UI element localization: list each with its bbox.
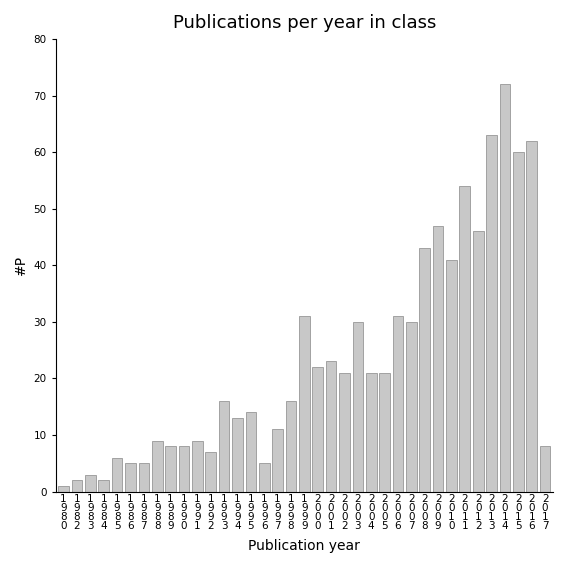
- Bar: [446, 260, 457, 492]
- Bar: [392, 316, 403, 492]
- Bar: [486, 135, 497, 492]
- Bar: [219, 401, 230, 492]
- Bar: [433, 226, 443, 492]
- Bar: [85, 475, 96, 492]
- Bar: [205, 452, 216, 492]
- Bar: [192, 441, 203, 492]
- Bar: [366, 373, 376, 492]
- Bar: [165, 446, 176, 492]
- Bar: [99, 480, 109, 492]
- Bar: [299, 316, 310, 492]
- Bar: [326, 362, 336, 492]
- Bar: [58, 486, 69, 492]
- Bar: [379, 373, 390, 492]
- Bar: [259, 463, 269, 492]
- Y-axis label: #P: #P: [14, 255, 28, 276]
- X-axis label: Publication year: Publication year: [248, 539, 360, 553]
- Bar: [526, 141, 537, 492]
- Bar: [513, 152, 524, 492]
- Bar: [272, 429, 283, 492]
- Bar: [459, 186, 470, 492]
- Bar: [473, 231, 484, 492]
- Bar: [312, 367, 323, 492]
- Bar: [152, 441, 163, 492]
- Bar: [286, 401, 297, 492]
- Bar: [246, 412, 256, 492]
- Title: Publications per year in class: Publications per year in class: [173, 14, 436, 32]
- Bar: [500, 84, 510, 492]
- Bar: [406, 322, 417, 492]
- Bar: [125, 463, 136, 492]
- Bar: [112, 458, 122, 492]
- Bar: [339, 373, 350, 492]
- Bar: [232, 418, 243, 492]
- Bar: [353, 322, 363, 492]
- Bar: [71, 480, 82, 492]
- Bar: [138, 463, 149, 492]
- Bar: [540, 446, 551, 492]
- Bar: [420, 248, 430, 492]
- Bar: [179, 446, 189, 492]
